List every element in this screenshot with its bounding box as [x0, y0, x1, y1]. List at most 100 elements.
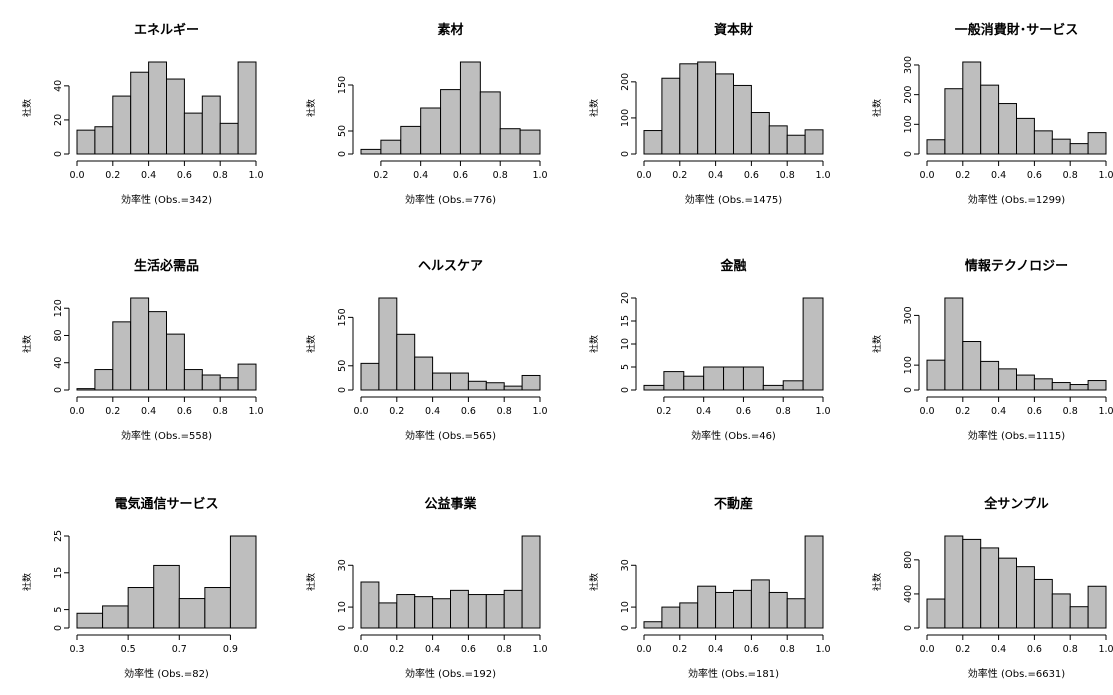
x-tick-label: 0.8: [780, 170, 795, 181]
histogram-bar: [1069, 143, 1089, 155]
x-tick-label: 0.4: [141, 406, 156, 417]
x-tick-label: 0.0: [919, 406, 934, 417]
y-tick-label: 15: [620, 315, 631, 327]
y-tick-label: 40: [53, 80, 64, 92]
y-tick-label: 10: [620, 601, 631, 613]
y-axis-label: 社数: [305, 335, 317, 353]
histogram-bar: [802, 297, 824, 391]
histogram-bar: [962, 341, 982, 391]
x-tick-label: 0.3: [69, 644, 84, 655]
panel-title: 情報テクノロジー: [965, 258, 1068, 274]
histogram-bar: [148, 61, 168, 155]
histogram-bar: [1069, 606, 1089, 629]
y-axis-label: 社数: [871, 573, 883, 591]
histogram-bar: [663, 371, 685, 391]
histogram-bar: [683, 375, 705, 391]
x-tick-label: 0.4: [708, 644, 723, 655]
panel-title: 生活必需品: [134, 258, 199, 274]
y-tick-label: 0: [53, 625, 64, 631]
x-tick-label: 0.8: [1063, 644, 1078, 655]
x-tick-label: 1.0: [532, 644, 547, 655]
y-axis-label: 社数: [21, 99, 33, 117]
y-tick-label: 0: [903, 387, 914, 393]
panel-title: 金融: [719, 258, 746, 274]
x-tick-label: 0.6: [177, 406, 192, 417]
y-tick-label: 10: [337, 601, 348, 613]
x-tick-label: 0.8: [213, 406, 228, 417]
x-tick-label: 0.4: [696, 406, 711, 417]
panel-title: 一般消費財･サービス: [955, 22, 1079, 38]
x-tick-label: 0.2: [672, 644, 687, 655]
histogram-bar: [804, 129, 824, 155]
y-tick-label: 0: [620, 625, 631, 631]
histogram-bar: [661, 606, 681, 629]
x-tick-label: 1.0: [1098, 170, 1113, 181]
histogram-bar: [782, 380, 804, 391]
y-tick-label: 50: [337, 125, 348, 137]
x-axis-label: 効率性 (Obs.=1475): [685, 193, 783, 206]
histogram-bar: [998, 103, 1017, 155]
histogram-bar: [804, 535, 824, 629]
y-axis-label: 社数: [588, 99, 600, 117]
histogram-bar: [715, 73, 734, 155]
histogram-bar: [166, 78, 185, 155]
x-tick-label: 1.0: [248, 170, 263, 181]
histogram-bar: [962, 61, 982, 155]
histogram-bar: [998, 368, 1017, 391]
x-tick-label: 0.4: [991, 170, 1006, 181]
y-axis-label: 社数: [21, 573, 33, 591]
histogram-bar: [148, 311, 168, 391]
histogram-bar: [980, 360, 1000, 391]
histogram-bar: [1069, 384, 1089, 391]
x-axis-label: 効率性 (Obs.=192): [405, 667, 496, 680]
histogram-bar: [360, 148, 382, 155]
x-tick-label: 0.0: [636, 644, 651, 655]
histogram-bar: [697, 61, 717, 155]
histogram-bar: [944, 535, 964, 629]
histogram-bar: [519, 129, 541, 155]
x-axis-label: 効率性 (Obs.=342): [121, 193, 212, 206]
x-tick-label: 1.0: [815, 170, 830, 181]
histogram-bar: [926, 139, 946, 155]
y-tick-label: 800: [903, 551, 914, 569]
x-tick-label: 0.6: [1027, 406, 1042, 417]
x-tick-label: 0.5: [121, 644, 136, 655]
x-tick-label: 0.4: [991, 644, 1006, 655]
histogram-bar: [432, 598, 452, 629]
x-tick-label: 0.2: [373, 170, 388, 181]
histogram-bar: [499, 128, 521, 155]
y-tick-label: 50: [337, 360, 348, 372]
histogram-panel-11: 不動産 0.0 0.2 0.4 0.6 0.8 1.0 効率性 (Obs.=181) 0 10 30…: [588, 496, 831, 680]
x-axis-label: 効率性 (Obs.=82): [124, 667, 209, 680]
histogram-bar: [521, 374, 541, 391]
panel-title: 電気通信サービス: [114, 496, 218, 512]
histogram-panel-2: 素材 0.2 0.4 0.6 0.8 1.0 効率性 (Obs.=776) 0 50 150 社数: [305, 22, 548, 206]
histogram-bar: [715, 591, 734, 629]
histogram-bar: [204, 587, 231, 629]
y-axis-label: 社数: [871, 99, 883, 117]
y-axis-label: 社数: [588, 573, 600, 591]
histogram-bar: [742, 366, 764, 391]
x-tick-label: 0.0: [919, 644, 934, 655]
y-tick-label: 0: [53, 387, 64, 393]
histogram-bar: [183, 369, 203, 391]
histogram-bar: [1033, 578, 1053, 629]
x-tick-label: 0.7: [172, 644, 187, 655]
x-axis-label: 効率性 (Obs.=776): [405, 193, 496, 206]
histogram-bar: [360, 362, 380, 391]
x-tick-label: 0.8: [780, 644, 795, 655]
x-tick-label: 1.0: [1098, 406, 1113, 417]
y-tick-label: 30: [620, 559, 631, 571]
y-tick-label: 0: [620, 387, 631, 393]
x-axis-label: 効率性 (Obs.=1115): [968, 429, 1066, 442]
histogram-bar: [980, 84, 1000, 155]
histogram-bar: [237, 61, 257, 155]
y-tick-label: 100: [620, 109, 631, 127]
histogram-panel-7: 金融 0.2 0.4 0.6 0.8 1.0 効率性 (Obs.=46) 0 5 10 15 20 社数: [588, 258, 831, 442]
x-tick-label: 0.8: [776, 406, 791, 417]
x-tick-label: 0.6: [736, 406, 751, 417]
x-axis-label: 効率性 (Obs.=1299): [968, 193, 1066, 206]
y-tick-label: 120: [53, 299, 64, 317]
histogram-bar: [380, 139, 402, 155]
